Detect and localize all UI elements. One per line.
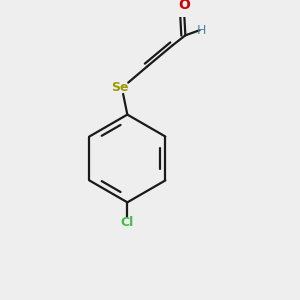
Text: H: H [197,24,206,37]
Text: Se: Se [112,81,129,94]
Text: O: O [178,0,190,12]
Text: Cl: Cl [121,216,134,229]
